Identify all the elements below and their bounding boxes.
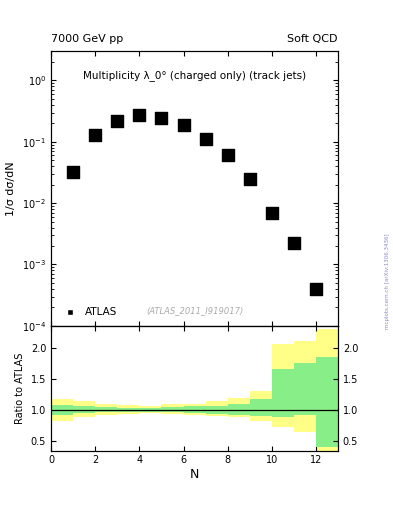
Point [114, 117, 120, 125]
Point [246, 175, 253, 183]
Bar [228, 397, 250, 417]
Y-axis label: 1/σ dσ/dN: 1/σ dσ/dN [6, 161, 17, 216]
Text: Multiplicity λ_0° (charged only) (track jets): Multiplicity λ_0° (charged only) (track … [83, 71, 306, 81]
Bar [95, 407, 117, 413]
Bar [294, 342, 316, 432]
Point [202, 135, 209, 143]
Bar [117, 405, 140, 414]
Bar [117, 408, 140, 412]
Bar [272, 370, 294, 417]
Bar [250, 391, 272, 421]
Text: 7000 GeV pp: 7000 GeV pp [51, 33, 123, 44]
Bar [206, 400, 228, 416]
Point [158, 114, 165, 122]
Point [70, 168, 76, 176]
Bar [73, 401, 95, 417]
Bar [184, 406, 206, 413]
Point [269, 208, 275, 217]
Bar [316, 329, 338, 451]
Bar [250, 399, 272, 416]
Point [180, 121, 187, 129]
Bar [228, 404, 250, 415]
Text: (ATLAS_2011_I919017): (ATLAS_2011_I919017) [146, 306, 243, 315]
Bar [51, 405, 73, 415]
Bar [51, 399, 73, 421]
Bar [162, 404, 184, 414]
Bar [272, 345, 294, 428]
Text: mcplots.cern.ch [arXiv:1306.3436]: mcplots.cern.ch [arXiv:1306.3436] [385, 234, 390, 329]
Bar [140, 406, 162, 413]
Bar [162, 407, 184, 413]
Point [224, 151, 231, 159]
X-axis label: N: N [190, 468, 199, 481]
Point [291, 239, 297, 247]
Y-axis label: Ratio to ATLAS: Ratio to ATLAS [15, 352, 25, 424]
Bar [316, 357, 338, 447]
Bar [184, 404, 206, 415]
Bar [73, 406, 95, 413]
Legend: ATLAS: ATLAS [56, 304, 120, 321]
Text: Soft QCD: Soft QCD [288, 33, 338, 44]
Bar [140, 408, 162, 412]
Point [313, 285, 319, 293]
Point [92, 131, 98, 139]
Point [136, 111, 143, 119]
Bar [206, 406, 228, 414]
Bar [95, 404, 117, 415]
Bar [294, 363, 316, 415]
